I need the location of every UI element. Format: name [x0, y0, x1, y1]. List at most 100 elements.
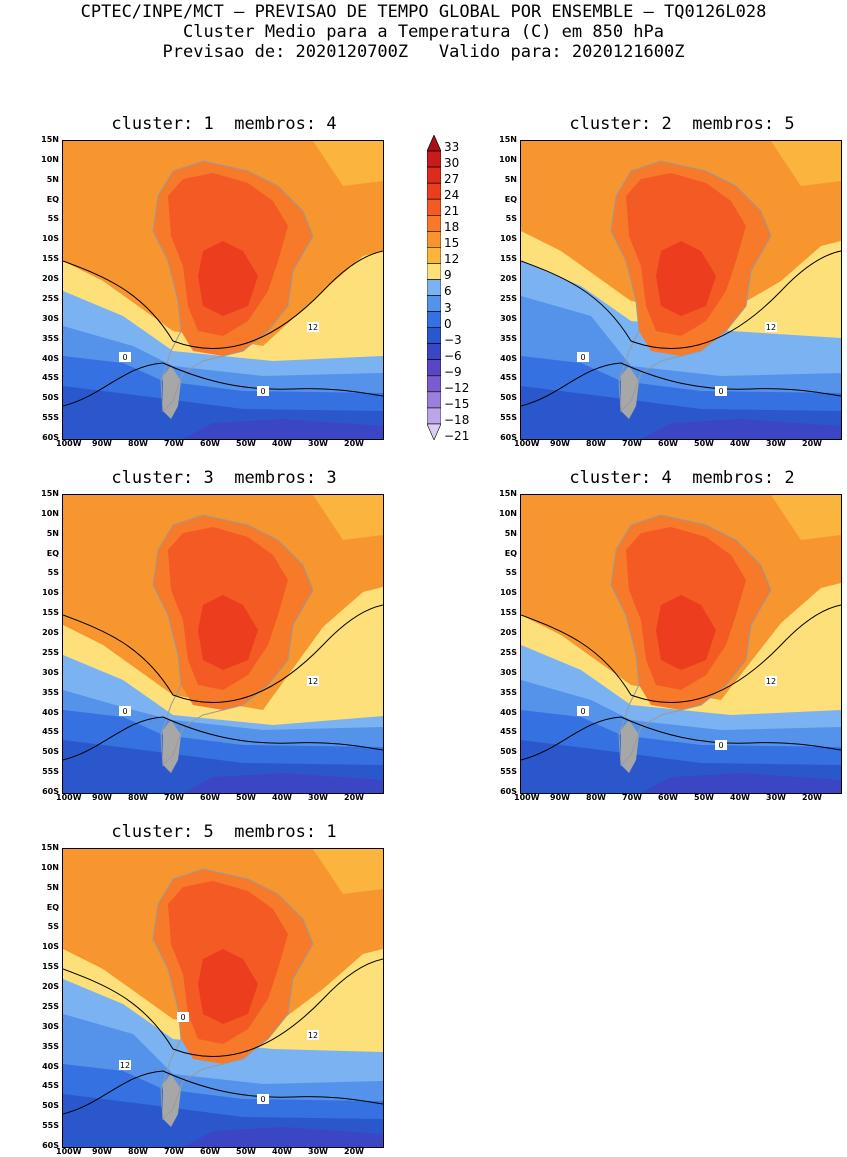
contour-label-bg — [307, 676, 319, 686]
contour-label-bg — [177, 1012, 189, 1022]
lat-tick-label: 20S — [42, 982, 59, 992]
lat-tick-label: 5N — [504, 174, 517, 184]
contour-label-bg — [715, 740, 727, 750]
contour-12 — [63, 604, 383, 703]
lat-tick-label: 5S — [47, 214, 59, 224]
lon-tick-label: 50W — [236, 1147, 256, 1156]
colorbar-swatch — [426, 359, 442, 377]
continent-hot-24-27 — [198, 595, 258, 670]
band-12-15 — [771, 495, 841, 540]
contour-label: 12 — [120, 1061, 130, 1070]
coastline — [152, 868, 314, 1121]
colorbar-label: −6 — [444, 348, 462, 363]
lat-tick-label: 10S — [42, 942, 59, 952]
patagonia-land — [163, 720, 181, 773]
lat-tick-label: 40S — [42, 1061, 59, 1071]
contour-label-bg — [307, 1030, 319, 1040]
lat-tick-label: 20S — [500, 274, 517, 284]
colorbar-swatch — [426, 311, 442, 328]
lat-tick-label: 10N — [499, 508, 517, 518]
band-12-15 — [313, 495, 383, 540]
contour-label: 12 — [308, 1031, 318, 1040]
band-12-15 — [313, 849, 383, 894]
lon-tick-label: 30W — [308, 793, 328, 802]
lon-tick-label: 60W — [658, 439, 678, 448]
lon-tick-label: 50W — [236, 439, 256, 448]
lat-tick-label: 10N — [499, 154, 517, 164]
lon-tick-label: 70W — [622, 793, 642, 802]
lat-tick-label: 15N — [499, 489, 517, 498]
patagonia-land — [621, 720, 639, 773]
contour-label-bg — [577, 706, 589, 716]
lat-tick-label: 15S — [500, 608, 517, 618]
lat-tick-label: 50S — [500, 747, 517, 757]
colorbar-swatch — [426, 423, 442, 441]
map-panel-5: 12 12 0 0 — [62, 848, 384, 1148]
colorbar-swatch — [426, 182, 442, 200]
lon-tick-label: 20W — [344, 1147, 364, 1156]
colorbar-label: 18 — [444, 220, 460, 235]
lat-tick-label: 30S — [42, 1021, 59, 1031]
colorbar-label: −12 — [444, 380, 470, 395]
lon-tick-label: 60W — [200, 793, 220, 802]
band-neg6-neg3 — [183, 1127, 383, 1147]
lat-tick-label: 5S — [47, 922, 59, 932]
lat-tick-label: 20S — [42, 628, 59, 638]
lat-tick-label: 15N — [41, 843, 59, 852]
lon-tick-label: 70W — [622, 439, 642, 448]
colorbar — [426, 134, 442, 441]
lat-tick-label: 5N — [46, 174, 59, 184]
colorbar-label: 3 — [444, 300, 452, 315]
lat-tick-label: 55S — [42, 767, 59, 777]
lon-tick-label: 100W — [514, 793, 540, 802]
band-neg6-neg3 — [183, 419, 383, 439]
lon-tick-label: 70W — [164, 439, 184, 448]
contour-label: 0 — [122, 353, 127, 362]
contour-label: 12 — [766, 323, 776, 332]
lat-tick-label: 30S — [42, 313, 59, 323]
contour-0 — [63, 1070, 383, 1115]
colorbar-swatch — [426, 279, 442, 296]
band-neg6-neg3 — [641, 773, 841, 793]
lon-tick-label: 70W — [164, 793, 184, 802]
coastline — [152, 514, 314, 767]
lat-tick-label: 10N — [41, 154, 59, 164]
colorbar-swatch — [426, 198, 442, 216]
header-line-3: Previsao de: 2020120700Z Valido para: 20… — [162, 42, 685, 62]
lon-tick-label: 90W — [92, 439, 112, 448]
lat-tick-label: 15S — [500, 254, 517, 264]
lon-tick-label: 90W — [550, 793, 570, 802]
lat-tick-label: 30S — [500, 313, 517, 323]
map-panel-3: 12 0 — [62, 494, 384, 794]
temperature-map-4: 12 0 0 — [521, 495, 841, 793]
lat-tick-label: 50S — [500, 393, 517, 403]
lat-tick-label: 45S — [42, 373, 59, 383]
contour-12 — [521, 604, 841, 703]
colorbar-label: 0 — [444, 316, 452, 331]
lat-tick-label: 40S — [500, 353, 517, 363]
lat-tick-label: EQ — [46, 902, 59, 912]
contour-label: 0 — [718, 741, 723, 750]
colorbar-label: 6 — [444, 284, 452, 299]
lat-tick-label: 10S — [500, 588, 517, 598]
lon-tick-label: 40W — [730, 793, 750, 802]
contour-label-bg — [307, 322, 319, 332]
lat-tick-label: 10S — [42, 588, 59, 598]
lon-tick-label: 60W — [200, 1147, 220, 1156]
contour-label-bg — [765, 322, 777, 332]
lon-tick-label: 80W — [128, 793, 148, 802]
lat-tick-label: 50S — [42, 393, 59, 403]
temperature-map-3: 12 0 — [63, 495, 383, 793]
contour-12 — [521, 250, 841, 349]
lon-tick-label: 60W — [658, 793, 678, 802]
map-panel-1: 12 0 0 — [62, 140, 384, 440]
lon-tick-label: 70W — [164, 1147, 184, 1156]
lon-tick-label: 100W — [56, 793, 82, 802]
lon-tick-label: 80W — [586, 439, 606, 448]
lon-tick-label: 40W — [272, 793, 292, 802]
band-12-15 — [313, 141, 383, 186]
lon-tick-label: 100W — [514, 439, 540, 448]
contour-0 — [63, 362, 383, 407]
lon-tick-label: 20W — [344, 793, 364, 802]
lon-tick-label: 80W — [586, 793, 606, 802]
